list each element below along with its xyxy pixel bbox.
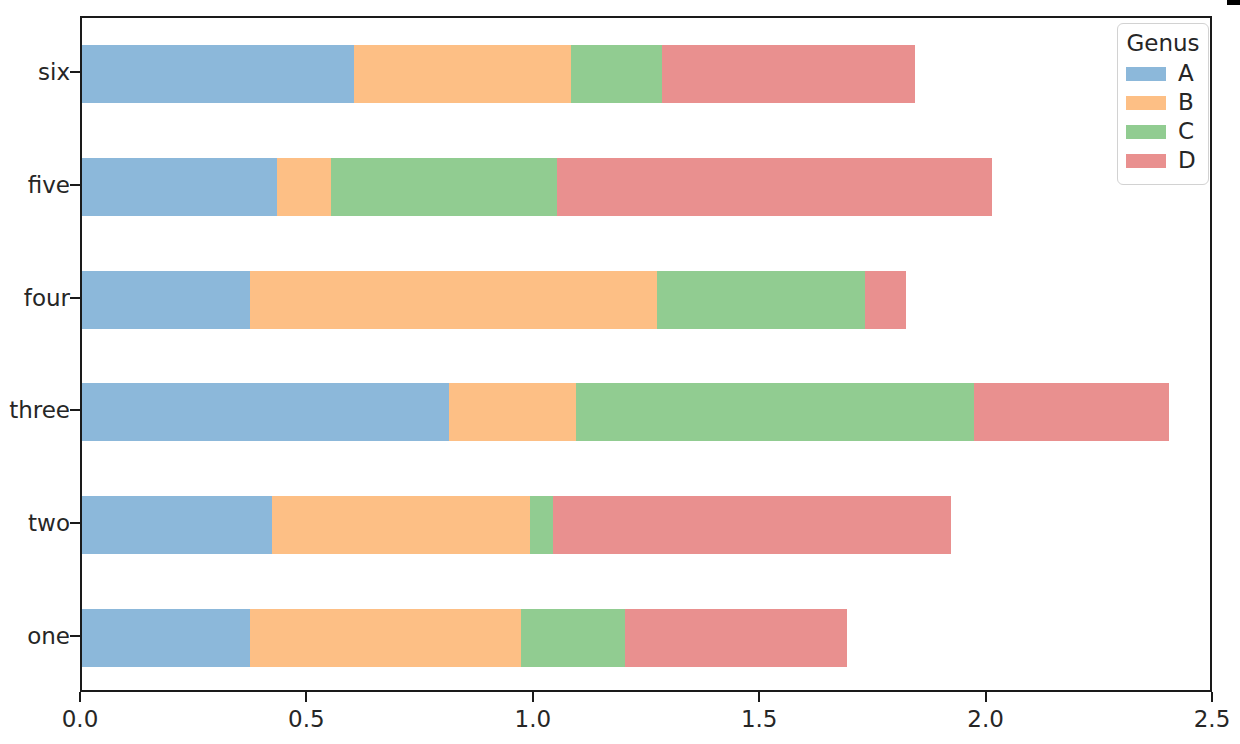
x-tick-2.0 [985,692,987,702]
x-axis-label-0.0: 0.0 [35,706,125,734]
bar-segment-five-B [277,158,331,216]
legend-item-C: C [1126,117,1200,146]
bar-segment-one-A [82,609,250,667]
plot-area [80,16,1212,692]
y-axis-label-one: one [0,624,70,647]
bar-segment-five-C [331,158,557,216]
legend-item-D: D [1126,146,1200,175]
bar-segment-two-A [82,496,272,554]
bar-segment-one-B [250,609,522,667]
legend-item-B: B [1126,88,1200,117]
figure: six five four three two one 0.0 0.5 1.0 1.5 2.0 2.… [0,0,1240,744]
y-axis-label-two: two [0,512,70,535]
bar-segment-five-A [82,158,277,216]
legend-title: Genus [1126,28,1200,59]
bars-layer [82,18,1210,690]
x-axis-label-2.5: 2.5 [1167,706,1240,734]
x-tick-0.5 [305,692,307,702]
x-tick-1.5 [758,692,760,702]
y-tick-four [70,297,80,299]
bar-segment-six-D [662,45,916,103]
x-axis-label-1.5: 1.5 [714,706,804,734]
x-axis-label-0.5: 0.5 [261,706,351,734]
bar-segment-three-B [449,383,576,441]
y-axis-label-six: six [0,61,70,84]
x-tick-2.5 [1211,692,1213,702]
legend-items: ABCD [1126,59,1200,175]
legend-label-C: C [1178,120,1194,143]
x-axis-label-2.0: 2.0 [941,706,1031,734]
x-axis-label-1.0: 1.0 [488,706,578,734]
screen-corner-artifact [1227,0,1240,5]
y-axis-label-four: four [0,286,70,309]
y-tick-five [70,184,80,186]
legend-swatch-A [1126,67,1166,81]
y-tick-six [70,71,80,73]
bar-segment-two-D [553,496,952,554]
bar-segment-five-D [557,158,992,216]
y-tick-one [70,635,80,637]
y-axis-label-three: three [0,399,70,422]
bar-segment-one-C [521,609,625,667]
bar-segment-six-A [82,45,354,103]
bar-segment-two-B [272,496,530,554]
legend-label-D: D [1178,149,1196,172]
legend-label-B: B [1178,91,1194,114]
y-axis-label-five: five [0,174,70,197]
legend-swatch-B [1126,96,1166,110]
bar-segment-two-C [530,496,553,554]
bar-segment-six-C [571,45,662,103]
bar-segment-four-A [82,271,250,329]
x-tick-1.0 [532,692,534,702]
legend-swatch-C [1126,125,1166,139]
bar-segment-three-A [82,383,449,441]
bar-segment-one-D [625,609,847,667]
legend-label-A: A [1178,62,1194,85]
bar-segment-four-D [865,271,906,329]
bar-segment-four-B [250,271,658,329]
y-tick-two [70,522,80,524]
bar-segment-three-C [576,383,975,441]
legend: Genus ABCD [1117,23,1209,185]
x-tick-0.0 [79,692,81,702]
legend-item-A: A [1126,59,1200,88]
legend-swatch-D [1126,154,1166,168]
y-tick-three [70,409,80,411]
bar-segment-four-C [657,271,865,329]
bar-segment-six-B [354,45,571,103]
bar-segment-three-D [974,383,1169,441]
